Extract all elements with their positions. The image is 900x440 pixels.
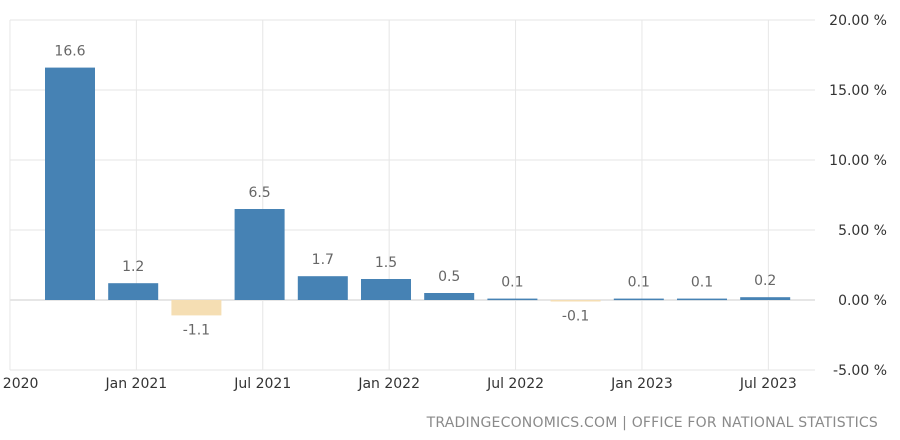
bar <box>613 298 664 301</box>
x-tick-label: Jan 2023 <box>610 376 673 392</box>
data-label: 16.6 <box>54 44 85 60</box>
data-labels: 16.6 1.2 -1.1 6.5 1.7 1.5 0.5 0.1 -0.1 0.1 0.1 0.2 <box>54 44 776 339</box>
bar <box>550 300 601 302</box>
x-tick-label: Jul 2022 <box>486 376 544 392</box>
bar <box>171 300 222 316</box>
x-tick-label: Jul 2023 <box>739 376 797 392</box>
source-attribution: TRADINGECONOMICS.COM | OFFICE FOR NATION… <box>426 415 878 431</box>
x-tick-label: Jul 2020 <box>0 376 38 392</box>
data-label: 0.1 <box>628 275 650 291</box>
data-label: 0.1 <box>691 275 713 291</box>
x-tick-label: Jan 2022 <box>357 376 420 392</box>
y-tick-label: -5.00 % <box>833 363 887 379</box>
data-label: 1.2 <box>122 259 144 275</box>
data-label: 0.5 <box>438 269 460 285</box>
bar <box>45 67 95 300</box>
x-tick-label: Jul 2021 <box>233 376 291 392</box>
bar <box>424 293 475 300</box>
bars <box>45 67 791 316</box>
bar <box>297 276 348 300</box>
y-tick-label: 20.00 % <box>829 13 887 29</box>
data-label: 1.7 <box>312 252 334 268</box>
y-tick-label: 15.00 % <box>829 83 887 99</box>
y-tick-label: 5.00 % <box>838 223 887 239</box>
bar <box>677 298 727 301</box>
bar <box>234 209 285 300</box>
data-label: -0.1 <box>562 309 589 325</box>
bar <box>740 297 791 300</box>
bar <box>487 298 538 301</box>
y-tick-label: 10.00 % <box>829 153 887 169</box>
grid-lines <box>9 19 815 371</box>
data-label: 0.1 <box>501 275 523 291</box>
bar <box>108 283 159 300</box>
bar <box>361 279 411 300</box>
data-label: 6.5 <box>248 185 270 201</box>
y-axis: 20.00 % 15.00 % 10.00 % 5.00 % 0.00 % -5.00 % <box>829 13 887 379</box>
data-label: 0.2 <box>754 273 776 289</box>
data-label: -1.1 <box>183 322 210 338</box>
x-axis: Jul 2020 Jan 2021 Jul 2021 Jan 2022 Jul 2022… <box>0 376 797 392</box>
y-tick-label: 0.00 % <box>838 293 887 309</box>
x-tick-label: Jan 2021 <box>105 376 168 392</box>
data-label: 1.5 <box>375 255 397 271</box>
